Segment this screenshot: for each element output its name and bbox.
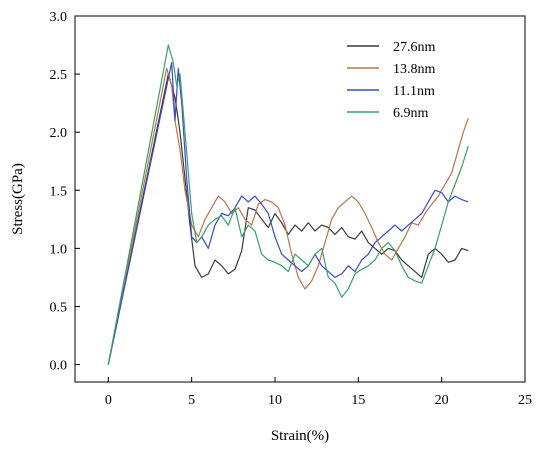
series-layer — [107, 44, 469, 365]
x-axis-ticks: 0 5 10 15 20 25 — [105, 377, 532, 408]
plot-frame — [74, 15, 526, 383]
y-axis-label: Stress(GPa) — [10, 163, 26, 235]
y-tick-label: 3.0 — [50, 10, 68, 25]
y-tick-label: 2.0 — [50, 126, 68, 141]
x-tick-label: 20 — [435, 393, 449, 408]
x-tick-label: 0 — [105, 393, 112, 408]
series-line-13-8nm — [107, 67, 469, 365]
y-tick-label: 2.5 — [50, 68, 68, 83]
legend-label: 13.8nm — [393, 62, 436, 77]
y-tick-label: 1.0 — [50, 242, 68, 257]
y-tick-label: 0.0 — [50, 359, 68, 374]
series-line-6-9nm — [107, 44, 469, 365]
y-axis-ticks: 0.0 0.5 1.0 1.5 2.0 2.5 3.0 — [50, 10, 80, 374]
y-tick-label: 0.5 — [50, 300, 68, 315]
legend: 27.6nm 13.8nm 11.1nm 6.9nm — [347, 40, 436, 121]
x-tick-label: 5 — [188, 393, 195, 408]
legend-label: 27.6nm — [393, 40, 436, 55]
x-axis-label: Strain(%) — [271, 428, 329, 444]
legend-label: 6.9nm — [393, 106, 429, 121]
x-tick-label: 25 — [518, 393, 532, 408]
legend-label: 11.1nm — [393, 84, 435, 99]
y-tick-label: 1.5 — [50, 184, 68, 199]
x-tick-label: 15 — [351, 393, 365, 408]
series-line-27-6nm — [107, 73, 469, 365]
x-tick-label: 10 — [268, 393, 282, 408]
